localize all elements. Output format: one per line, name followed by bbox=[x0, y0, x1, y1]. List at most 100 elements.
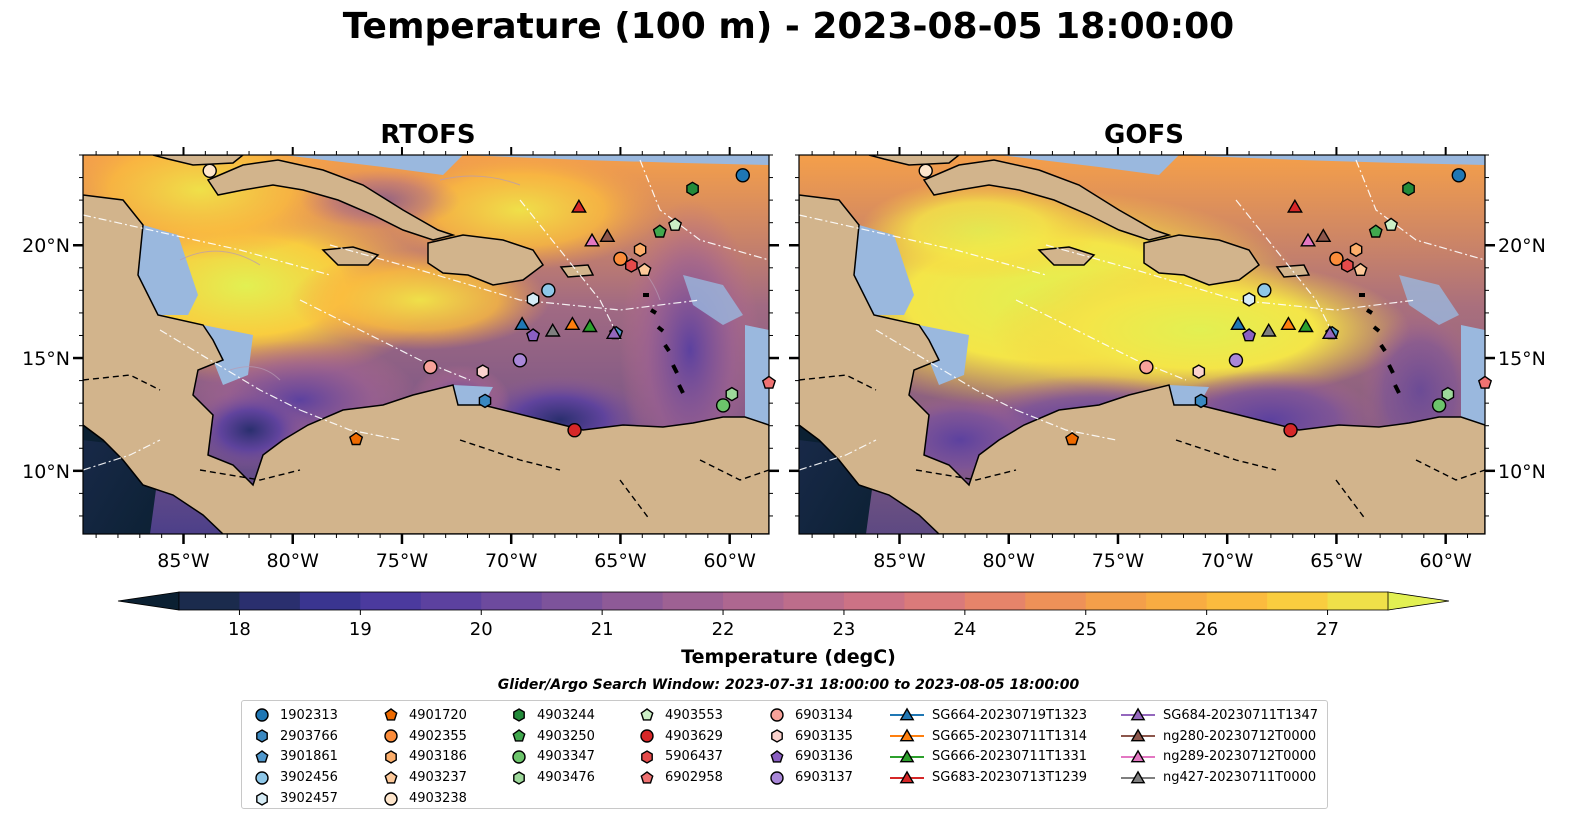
legend-symbol-circle bbox=[770, 708, 784, 723]
legend: 1902313 2903766 3901861 3902456 3902457 4901… bbox=[241, 700, 1328, 809]
legend-entry: SG683-20230713T1239 bbox=[890, 767, 1087, 788]
glider-marker-ng289-20230712T0000 bbox=[1300, 232, 1317, 247]
legend-label: 4903553 bbox=[665, 707, 723, 723]
legend-symbol-pentagon bbox=[512, 729, 526, 742]
colorbar-min-extension bbox=[117, 591, 180, 611]
legend-entry: SG666-20230711T1331 bbox=[890, 747, 1087, 768]
argo-marker-6902958 bbox=[761, 375, 777, 389]
legend-symbol-pentagon bbox=[640, 708, 654, 721]
legend-label: ng427-20230711T0000 bbox=[1163, 770, 1317, 786]
legend-entry: ng427-20230711T0000 bbox=[1121, 767, 1318, 788]
lon-tick-label: 75°W bbox=[1092, 550, 1145, 572]
legend-marker bbox=[255, 708, 269, 723]
legend-marker bbox=[890, 770, 924, 784]
glider-marker-ng280-20230712T0000 bbox=[1315, 228, 1332, 242]
argo-marker-4903250 bbox=[1368, 224, 1383, 238]
legend-marker bbox=[641, 750, 653, 764]
legend-entry: 2903766 bbox=[252, 726, 338, 747]
legend-marker bbox=[256, 729, 268, 743]
legend-entry: 6903135 bbox=[767, 726, 853, 747]
glider-marker-SG666-20230711T1331 bbox=[581, 318, 598, 333]
argo-marker-4903238 bbox=[202, 163, 217, 178]
legend-symbol-pentagon bbox=[384, 708, 398, 721]
legend-marker bbox=[384, 770, 398, 784]
glider-marker-ng427-20230711T0000 bbox=[544, 322, 561, 337]
legend-marker bbox=[384, 791, 398, 806]
colorbar-tick-label: 22 bbox=[712, 619, 735, 640]
legend-symbol-hexagon bbox=[771, 729, 783, 743]
lon-tick-label: 70°W bbox=[485, 550, 538, 572]
glider-marker-SG684-20230711T1347 bbox=[605, 325, 622, 339]
legend-symbol-circle bbox=[640, 729, 654, 743]
argo-marker-4903476 bbox=[1441, 386, 1455, 402]
legend-column-5: 6903134 6903135 6903136 6903137 bbox=[767, 705, 853, 788]
legend-symbol-circle bbox=[770, 771, 784, 785]
legend-entry: 6902958 bbox=[637, 767, 723, 788]
legend-marker bbox=[1121, 707, 1155, 721]
argo-marker-4902355 bbox=[1329, 251, 1344, 266]
lat-tick-label: 20°N bbox=[1498, 235, 1546, 257]
colorbar-tick-label: 24 bbox=[953, 619, 976, 640]
legend-symbol-pentagon bbox=[384, 770, 398, 784]
legend-symbol-pentagon bbox=[640, 770, 654, 784]
colorbar-bin bbox=[299, 592, 361, 610]
lon-tick-label: 70°W bbox=[1201, 550, 1254, 572]
argo-marker-3902456 bbox=[1257, 283, 1272, 298]
legend-label: 5906437 bbox=[665, 749, 723, 765]
legend-symbol-triangle bbox=[899, 770, 915, 784]
legend-label: 4903476 bbox=[537, 770, 595, 786]
argo-marker-5906437 bbox=[625, 258, 638, 273]
legend-label: 4903186 bbox=[409, 749, 467, 765]
glider-marker-SG665-20230711T1314 bbox=[1280, 316, 1297, 330]
legend-marker bbox=[512, 750, 526, 764]
argo-marker-4903244 bbox=[1402, 181, 1415, 197]
legend-label: SG664-20230719T1323 bbox=[932, 707, 1088, 723]
legend-entry: 4902355 bbox=[381, 726, 467, 747]
legend-label: 4903237 bbox=[409, 770, 467, 786]
legend-symbol-hexagon bbox=[641, 750, 653, 764]
legend-marker bbox=[770, 708, 784, 723]
legend-marker bbox=[771, 729, 783, 743]
legend-symbol-circle bbox=[384, 791, 398, 806]
legend-marker bbox=[384, 708, 398, 721]
legend-column-2: 4901720 4902355 4903186 4903237 4903238 bbox=[381, 705, 467, 809]
argo-marker-4901720 bbox=[1065, 431, 1080, 446]
legend-entry: 3901861 bbox=[252, 747, 338, 768]
colorbar-bin bbox=[1206, 592, 1268, 610]
legend-label: SG666-20230711T1331 bbox=[932, 749, 1088, 765]
colorbar-title: Temperature (degC) bbox=[681, 646, 896, 668]
lon-tick-label: 65°W bbox=[594, 550, 647, 572]
argo-marker-3902457 bbox=[526, 292, 540, 307]
argo-marker-6903135 bbox=[476, 364, 490, 379]
legend-entry: SG665-20230711T1314 bbox=[890, 726, 1087, 747]
argo-marker-3902457 bbox=[1242, 292, 1256, 307]
legend-symbol-triangle bbox=[1130, 707, 1146, 721]
legend-label: 6903136 bbox=[795, 749, 853, 765]
glider-marker-SG684-20230711T1347 bbox=[1321, 325, 1338, 339]
map-figure: 85°W 80°W 75°W 70°W 65°W 60°W 85°W 80°W 75°W 70°W… bbox=[22, 147, 1546, 640]
legend-label: 4903629 bbox=[665, 728, 723, 744]
argo-marker-1902313 bbox=[1451, 168, 1466, 183]
legend-label: ng289-20230712T0000 bbox=[1163, 749, 1317, 765]
legend-marker bbox=[640, 708, 654, 721]
colorbar-tick-label: 18 bbox=[228, 619, 251, 640]
legend-marker bbox=[513, 708, 525, 723]
legend-column-3: 4903244 4903250 4903347 4903476 bbox=[509, 705, 595, 788]
lat-tick-label: 10°N bbox=[22, 461, 70, 483]
gofs-panel-title: GOFS bbox=[1104, 120, 1184, 150]
argo-marker-6903137 bbox=[1228, 353, 1244, 368]
legend-entry: 4903476 bbox=[509, 767, 595, 788]
legend-symbol-circle bbox=[255, 771, 269, 785]
legend-symbol-triangle bbox=[899, 728, 915, 742]
legend-label: 4903244 bbox=[537, 707, 595, 723]
argo-marker-4903347 bbox=[715, 398, 731, 413]
legend-marker bbox=[890, 707, 924, 721]
rtofs-markers bbox=[202, 163, 777, 446]
argo-marker-4902355 bbox=[613, 251, 628, 266]
legend-entry: 6903134 bbox=[767, 705, 853, 726]
main-title: Temperature (100 m) - 2023-08-05 18:00:0… bbox=[342, 6, 1235, 47]
legend-entry: ng280-20230712T0000 bbox=[1121, 726, 1318, 747]
legend-marker bbox=[385, 750, 397, 764]
colorbar-bin bbox=[723, 592, 785, 610]
lon-tick-label: 60°W bbox=[1419, 550, 1472, 572]
